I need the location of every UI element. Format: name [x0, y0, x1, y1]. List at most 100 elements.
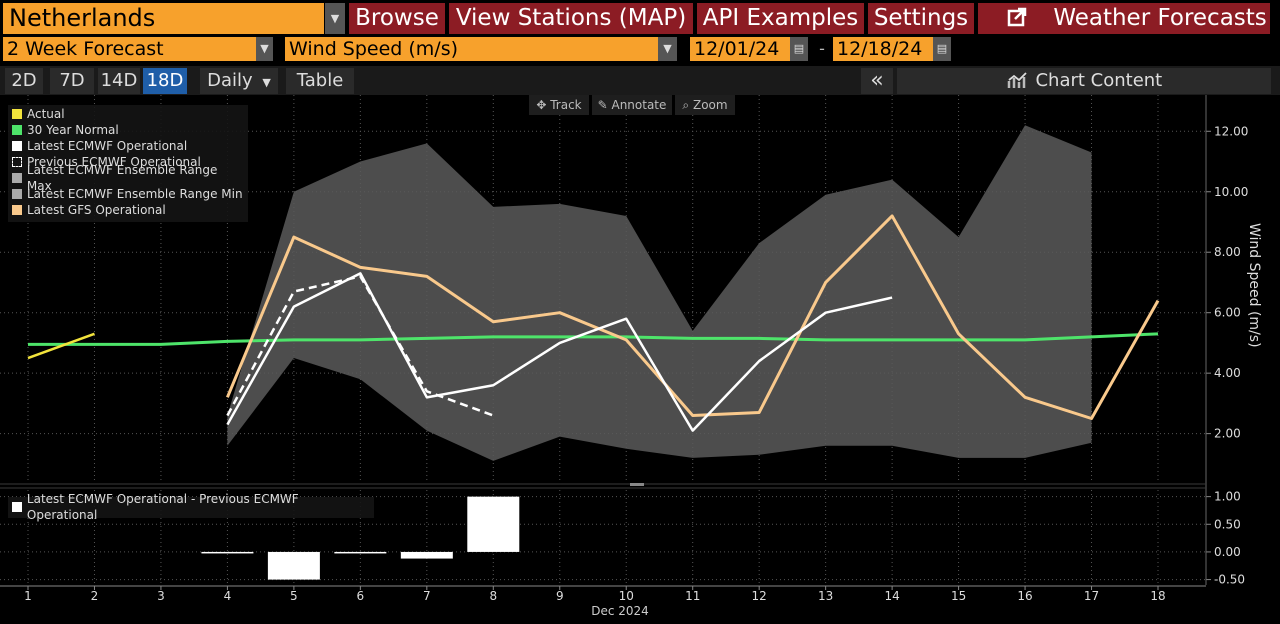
pane-resize-handle[interactable] — [630, 483, 644, 486]
track-tool-button[interactable]: ✥ Track — [529, 95, 589, 115]
chart-legend: Actual 30 Year Normal Latest ECMWF Opera… — [8, 105, 248, 222]
variable-chevron-icon[interactable]: ▼ — [658, 37, 677, 61]
range-tab-14d[interactable]: 14D — [98, 68, 140, 94]
range-tab-7d[interactable]: 7D — [50, 68, 94, 94]
y-tick-label: 10.00 — [1214, 185, 1248, 199]
x-tick-label: 12 — [752, 589, 767, 603]
diff-bar[interactable] — [334, 551, 387, 554]
x-axis-month-label: Dec 2024 — [591, 604, 649, 618]
chart-content-button[interactable]: Chart Content — [897, 68, 1271, 94]
table-button[interactable]: Table — [286, 68, 354, 94]
interval-select[interactable]: Daily ▼ — [200, 68, 278, 94]
legend-label: Previous ECMWF Operational — [27, 155, 201, 169]
chart-content-label: Chart Content — [1035, 70, 1163, 91]
legend-swatch — [12, 205, 22, 215]
forecast-range-chevron-icon[interactable]: ▼ — [256, 37, 273, 61]
settings-button[interactable]: Settings — [868, 3, 974, 34]
legend-label: Latest ECMWF Ensemble Range Max — [26, 163, 218, 193]
legend-swatch — [12, 173, 22, 183]
country-dropdown-chevron-icon[interactable]: ▼ — [325, 3, 345, 34]
weather-forecasts-button[interactable]: Weather Forecasts — [978, 3, 1270, 34]
x-tick-label: 5 — [290, 589, 298, 603]
browse-button[interactable]: Browse — [349, 3, 445, 34]
start-date-input[interactable]: 12/01/24 — [690, 37, 790, 61]
legend-swatch — [12, 109, 22, 119]
x-tick-label: 13 — [818, 589, 833, 603]
y-axis-title: Wind Speed (m/s) — [1246, 223, 1262, 348]
x-tick-label: 2 — [91, 589, 99, 603]
x-tick-label: 11 — [685, 589, 700, 603]
legend-label: Actual — [27, 107, 65, 121]
legend-item-normal[interactable]: 30 Year Normal — [12, 122, 244, 138]
legend-item-actual[interactable]: Actual — [12, 106, 244, 122]
legend-item-ecmwf[interactable]: Latest ECMWF Operational — [12, 138, 244, 154]
annotate-tool-label: Annotate — [611, 98, 667, 112]
y-tick-label: 8.00 — [1214, 245, 1241, 259]
legend-label: Latest ECMWF Operational - Previous ECMW… — [26, 492, 299, 522]
diff-chart-legend: Latest ECMWF Operational - Previous ECMW… — [8, 492, 374, 522]
zoom-tool-label: Zoom — [692, 98, 728, 112]
legend-label: Latest ECMWF Ensemble Range Min — [27, 187, 243, 201]
y-tick-label: 0.50 — [1214, 517, 1241, 531]
legend-swatch — [12, 502, 22, 512]
legend-label: Latest ECMWF Operational — [27, 139, 188, 153]
x-tick-label: 3 — [157, 589, 165, 603]
y-tick-label: 6.00 — [1214, 306, 1241, 320]
diff-bar[interactable] — [400, 551, 453, 559]
range-tab-18d[interactable]: 18D — [143, 68, 187, 94]
collapse-panel-icon[interactable]: « — [861, 68, 893, 94]
y-tick-label: 12.00 — [1214, 124, 1248, 138]
country-select[interactable]: Netherlands — [3, 3, 324, 34]
series-previous-ecmwf-operational[interactable] — [226, 275, 494, 417]
pencil-icon: ✎ — [597, 98, 608, 112]
legend-item-prev-ecmwf[interactable]: Previous ECMWF Operational — [12, 154, 244, 170]
diff-bar[interactable] — [467, 496, 520, 552]
calendar-icon[interactable]: ▤ — [790, 37, 808, 61]
legend-swatch — [12, 157, 22, 167]
legend-swatch — [12, 189, 22, 199]
x-tick-label: 7 — [423, 589, 431, 603]
view-stations-map-button[interactable]: View Stations (MAP) — [449, 3, 693, 34]
weather-forecasts-label: Weather Forecasts — [1053, 5, 1267, 31]
x-tick-label: 14 — [884, 589, 899, 603]
x-tick-label: 6 — [357, 589, 365, 603]
end-date-input[interactable]: 12/18/24 — [833, 37, 933, 61]
x-tick-label: 1 — [24, 589, 32, 603]
date-separator: - — [819, 39, 825, 58]
series-latest-gfs-operational[interactable] — [226, 214, 1160, 421]
y-tick-label: 4.00 — [1214, 366, 1241, 380]
legend-swatch — [12, 141, 22, 151]
y-tick-label: 2.00 — [1214, 427, 1241, 441]
legend-item-gfs[interactable]: Latest GFS Operational — [12, 202, 244, 218]
forecast-range-select[interactable]: 2 Week Forecast — [3, 37, 256, 61]
diff-bar[interactable] — [267, 551, 320, 580]
x-tick-label: 10 — [619, 589, 634, 603]
x-tick-label: 16 — [1017, 589, 1032, 603]
external-link-icon — [1006, 3, 1032, 34]
x-tick-label: 9 — [556, 589, 564, 603]
legend-swatch — [12, 125, 22, 135]
diff-bar[interactable] — [201, 551, 254, 554]
variable-select[interactable]: Wind Speed (m/s) — [285, 37, 658, 61]
legend-item-ens-min[interactable]: Latest ECMWF Ensemble Range Min — [12, 186, 244, 202]
annotate-tool-button[interactable]: ✎ Annotate — [592, 95, 672, 115]
x-tick-label: 15 — [951, 589, 966, 603]
chevron-down-icon: ▼ — [262, 76, 271, 89]
legend-item-ens-max[interactable]: Latest ECMWF Ensemble Range Max — [12, 163, 244, 193]
x-tick-label: 17 — [1084, 589, 1099, 603]
y-tick-label: 1.00 — [1214, 490, 1241, 504]
series-latest-ecmwf-operational[interactable] — [226, 272, 893, 432]
magnifier-icon: ⌕ — [682, 98, 690, 112]
series-actual[interactable] — [27, 332, 95, 360]
track-tool-label: Track — [550, 98, 582, 112]
series-30-year-normal[interactable] — [28, 332, 1159, 346]
y-tick-label: 0.00 — [1214, 545, 1241, 559]
legend-label: 30 Year Normal — [27, 123, 119, 137]
api-examples-button[interactable]: API Examples — [697, 3, 864, 34]
crosshair-icon: ✥ — [536, 98, 547, 112]
legend-item-diff[interactable]: Latest ECMWF Operational - Previous ECMW… — [12, 492, 370, 522]
zoom-tool-button[interactable]: ⌕ Zoom — [675, 95, 735, 115]
calendar-icon[interactable]: ▤ — [933, 37, 951, 61]
range-tab-2d[interactable]: 2D — [5, 68, 43, 94]
ensemble-range-band[interactable] — [227, 125, 1092, 461]
